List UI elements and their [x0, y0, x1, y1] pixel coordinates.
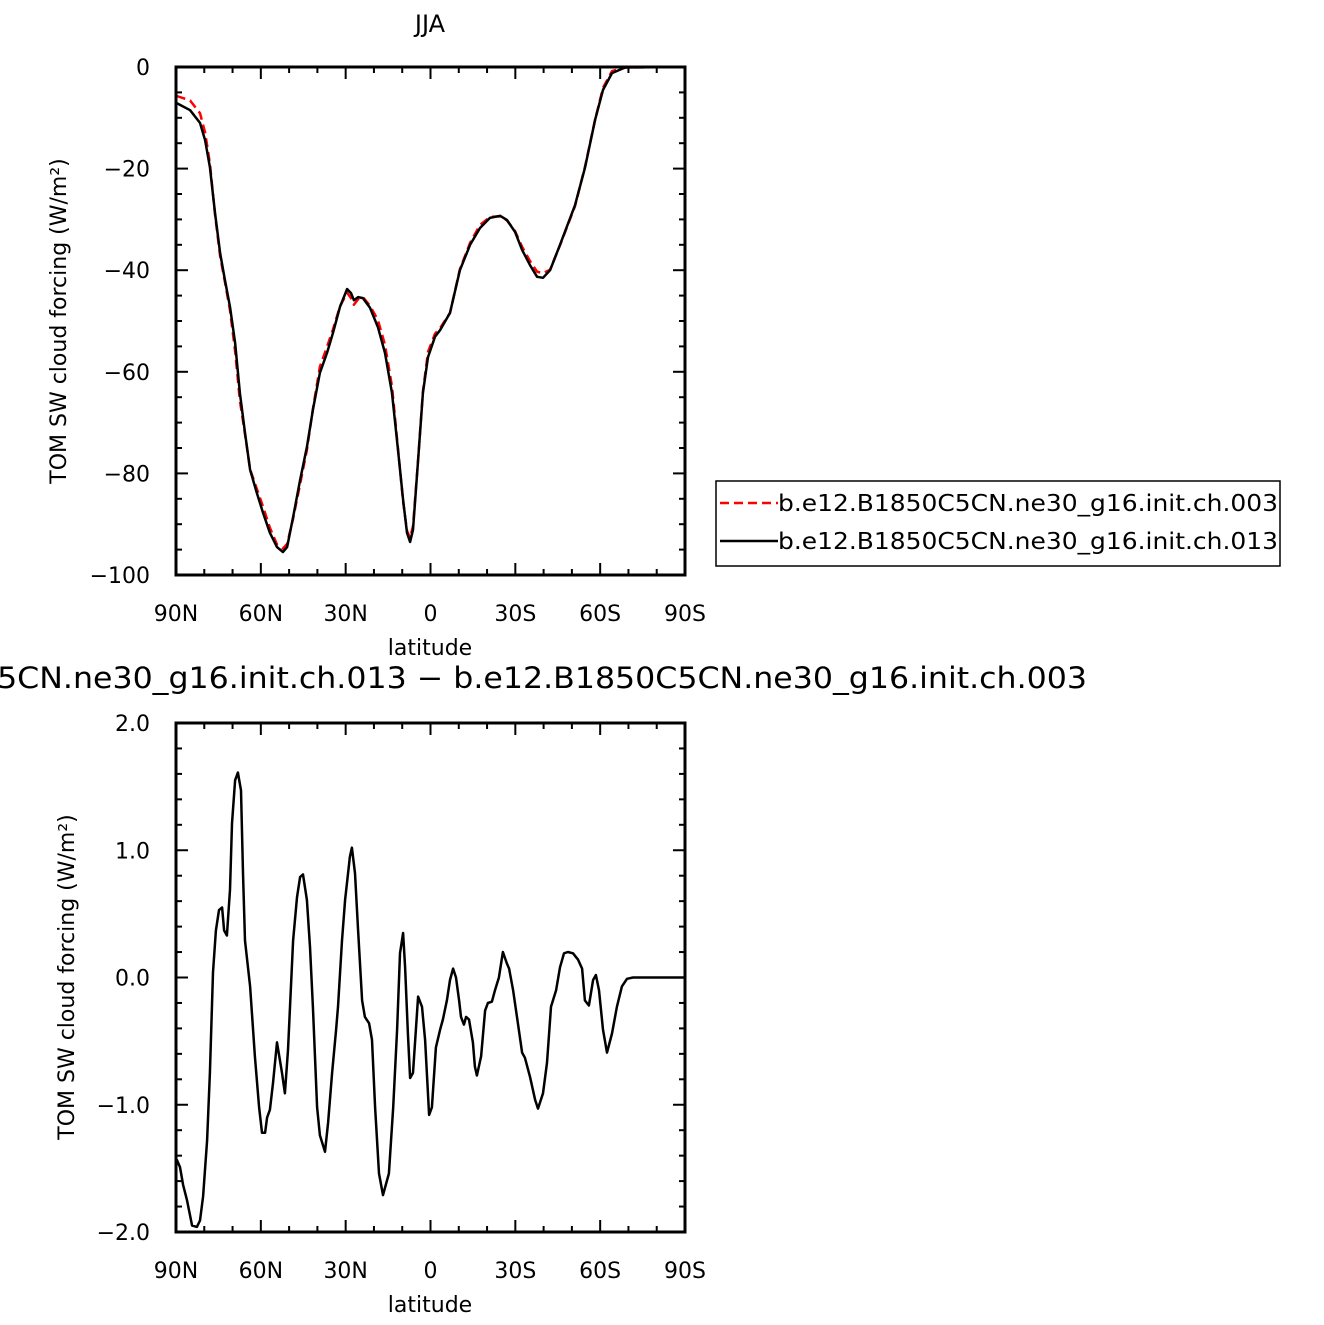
x-tick-label: 30S — [494, 602, 536, 627]
x-tick-label: 60S — [579, 602, 621, 627]
bottom-panel: b.e12.B1850C5CN.ne30_g16.init.ch.013 − b… — [0, 661, 1087, 1318]
plot-frame — [174, 65, 687, 577]
top-panel-ylabel: TOM SW cloud forcing (W/m²) — [47, 158, 72, 484]
top-panel-xlabel: latitude — [388, 636, 472, 661]
top-panel: JJA latitude TOM SW cloud forcing (W/m²)… — [47, 10, 706, 661]
legend-box — [715, 480, 1281, 567]
y-tick-label: −20 — [104, 158, 150, 183]
y-tick-label: −2.0 — [97, 1221, 150, 1246]
x-tick-label: 30N — [323, 1259, 367, 1284]
y-tick-label: 1.0 — [115, 839, 150, 864]
y-tick-label: −80 — [104, 462, 150, 487]
top-panel-title: JJA — [413, 10, 446, 38]
y-tick-label: 0 — [136, 56, 150, 81]
bottom-panel-title: b.e12.B1850C5CN.ne30_g16.init.ch.013 − b… — [0, 661, 1087, 695]
y-tick-label: 2.0 — [115, 712, 150, 737]
x-tick-label: 60S — [579, 1259, 621, 1284]
legend-label-013: b.e12.B1850C5CN.ne30_g16.init.ch.013 — [778, 529, 1278, 555]
series-line-0 — [175, 771, 685, 1229]
x-tick-label: 90N — [154, 1259, 198, 1284]
y-tick-label: −1.0 — [97, 1094, 150, 1119]
bottom-panel-ylabel: TOM SW cloud forcing (W/m²) — [55, 814, 80, 1140]
legend: b.e12.B1850C5CN.ne30_g16.init.ch.003 b.e… — [715, 480, 1281, 567]
legend-label-003: b.e12.B1850C5CN.ne30_g16.init.ch.003 — [778, 491, 1278, 517]
y-tick-label: −40 — [104, 259, 150, 284]
x-tick-label: 30S — [494, 1259, 536, 1284]
x-tick-label: 90N — [154, 602, 198, 627]
plot-frame — [174, 721, 687, 1234]
bottom-panel-xlabel: latitude — [388, 1293, 472, 1318]
x-tick-label: 30N — [323, 602, 367, 627]
x-tick-label: 90S — [664, 1259, 706, 1284]
x-tick-label: 90S — [664, 602, 706, 627]
y-tick-label: −100 — [90, 564, 150, 589]
x-tick-label: 0 — [424, 1259, 438, 1284]
x-tick-label: 60N — [239, 1259, 283, 1284]
y-tick-label: 0.0 — [115, 967, 150, 992]
x-tick-label: 0 — [424, 602, 438, 627]
y-tick-label: −60 — [104, 361, 150, 386]
x-tick-label: 60N — [239, 602, 283, 627]
series-line-1 — [176, 65, 686, 554]
